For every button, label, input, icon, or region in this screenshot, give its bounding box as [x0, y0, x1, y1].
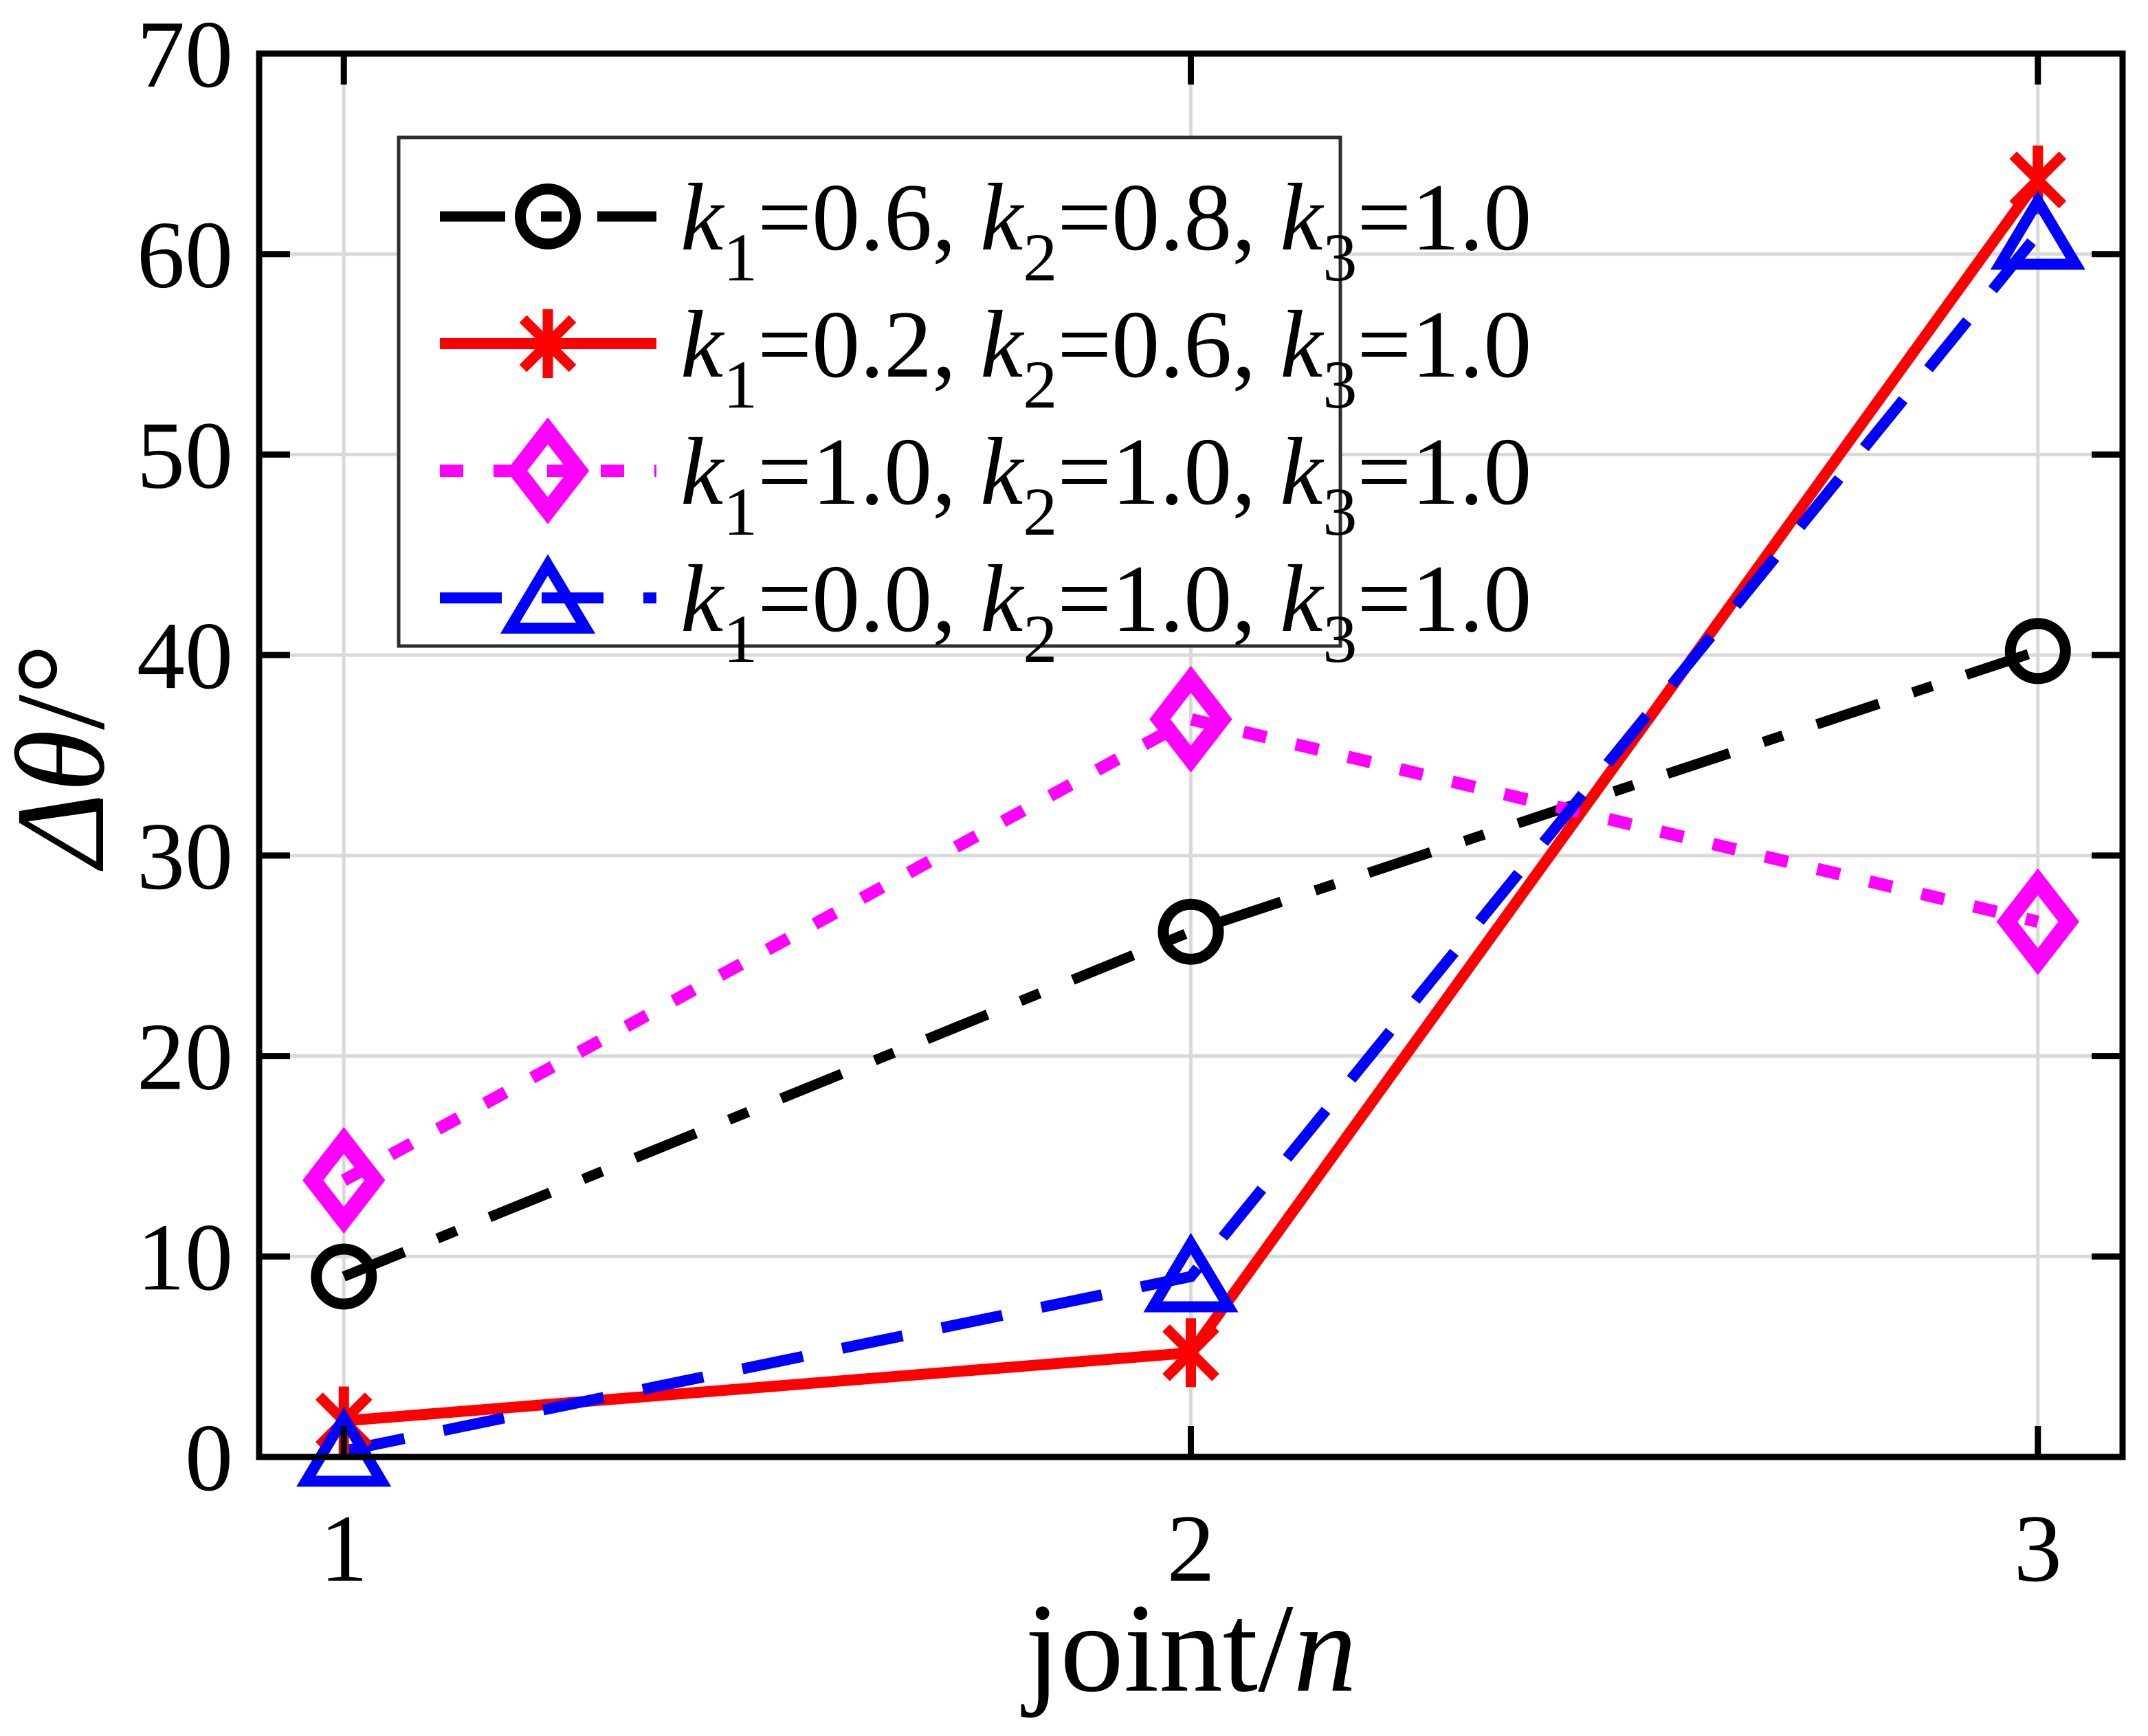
legend-item-1: k1=0.2, k2=0.6, k3=1.0 — [440, 291, 1531, 423]
triangle-marker — [1143, 1232, 1239, 1313]
series-line-3 — [342, 230, 2042, 1457]
series-markers — [296, 145, 2085, 1487]
diamond-marker — [1149, 665, 1232, 773]
y-tick-label: 0 — [185, 1405, 233, 1511]
x-tick-label: 1 — [320, 1495, 368, 1602]
legend-item-0: k1=0.6, k2=0.8, k3=1.0 — [440, 164, 1531, 296]
diamond-marker — [302, 1126, 386, 1234]
x-tick-label: 3 — [2014, 1495, 2062, 1602]
asterisk-marker — [519, 309, 577, 378]
circle-marker — [311, 1243, 377, 1310]
y-tick-label: 30 — [137, 803, 233, 910]
axes — [256, 50, 2126, 1460]
y-tick-label: 10 — [137, 1204, 233, 1311]
legend-item-3: k1=0.0, k2=1.0, k3=1.0 — [440, 546, 1531, 677]
triangle-marker — [1990, 190, 2085, 270]
legend-label: k1=0.2, k2=0.6, k3=1.0 — [680, 291, 1531, 423]
y-tick-label: 60 — [137, 202, 233, 309]
legend-item-2: k1=1.0, k2=1.0, k3=1.0 — [440, 417, 1531, 550]
triangle-marker — [500, 554, 596, 634]
axis-labels: joint/n Δθ/° — [0, 644, 1357, 1719]
y-axis-label: Δθ/° — [0, 644, 131, 872]
triangle-marker — [296, 1407, 392, 1487]
x-axis-label: joint/n — [1021, 1578, 1357, 1719]
tick-labels: 0 10 20 30 40 50 60 70 1 2 3 — [137, 1, 2062, 1602]
legend-label: k1=1.0, k2=1.0, k3=1.0 — [680, 419, 1531, 550]
legend: k1=0.6, k2=0.8, k3=1.0k1=0.2, k2=0.6, k3… — [397, 135, 1531, 677]
y-tick-label: 20 — [137, 1004, 233, 1111]
diamond-marker — [506, 417, 590, 524]
asterisk-marker — [1162, 1318, 1219, 1388]
circle-marker — [2004, 618, 2071, 685]
legend-label: k1=0.0, k2=1.0, k3=1.0 — [680, 546, 1531, 677]
diamond-marker — [1996, 868, 2079, 975]
x-tick-label: 2 — [1167, 1495, 1215, 1602]
y-tick-label: 50 — [137, 402, 233, 509]
circle-marker — [1158, 898, 1224, 965]
legend-label: k1=0.6, k2=0.8, k3=1.0 — [680, 164, 1531, 296]
y-tick-label: 40 — [137, 603, 233, 709]
y-tick-label: 70 — [137, 1, 233, 108]
circle-marker — [515, 183, 581, 249]
